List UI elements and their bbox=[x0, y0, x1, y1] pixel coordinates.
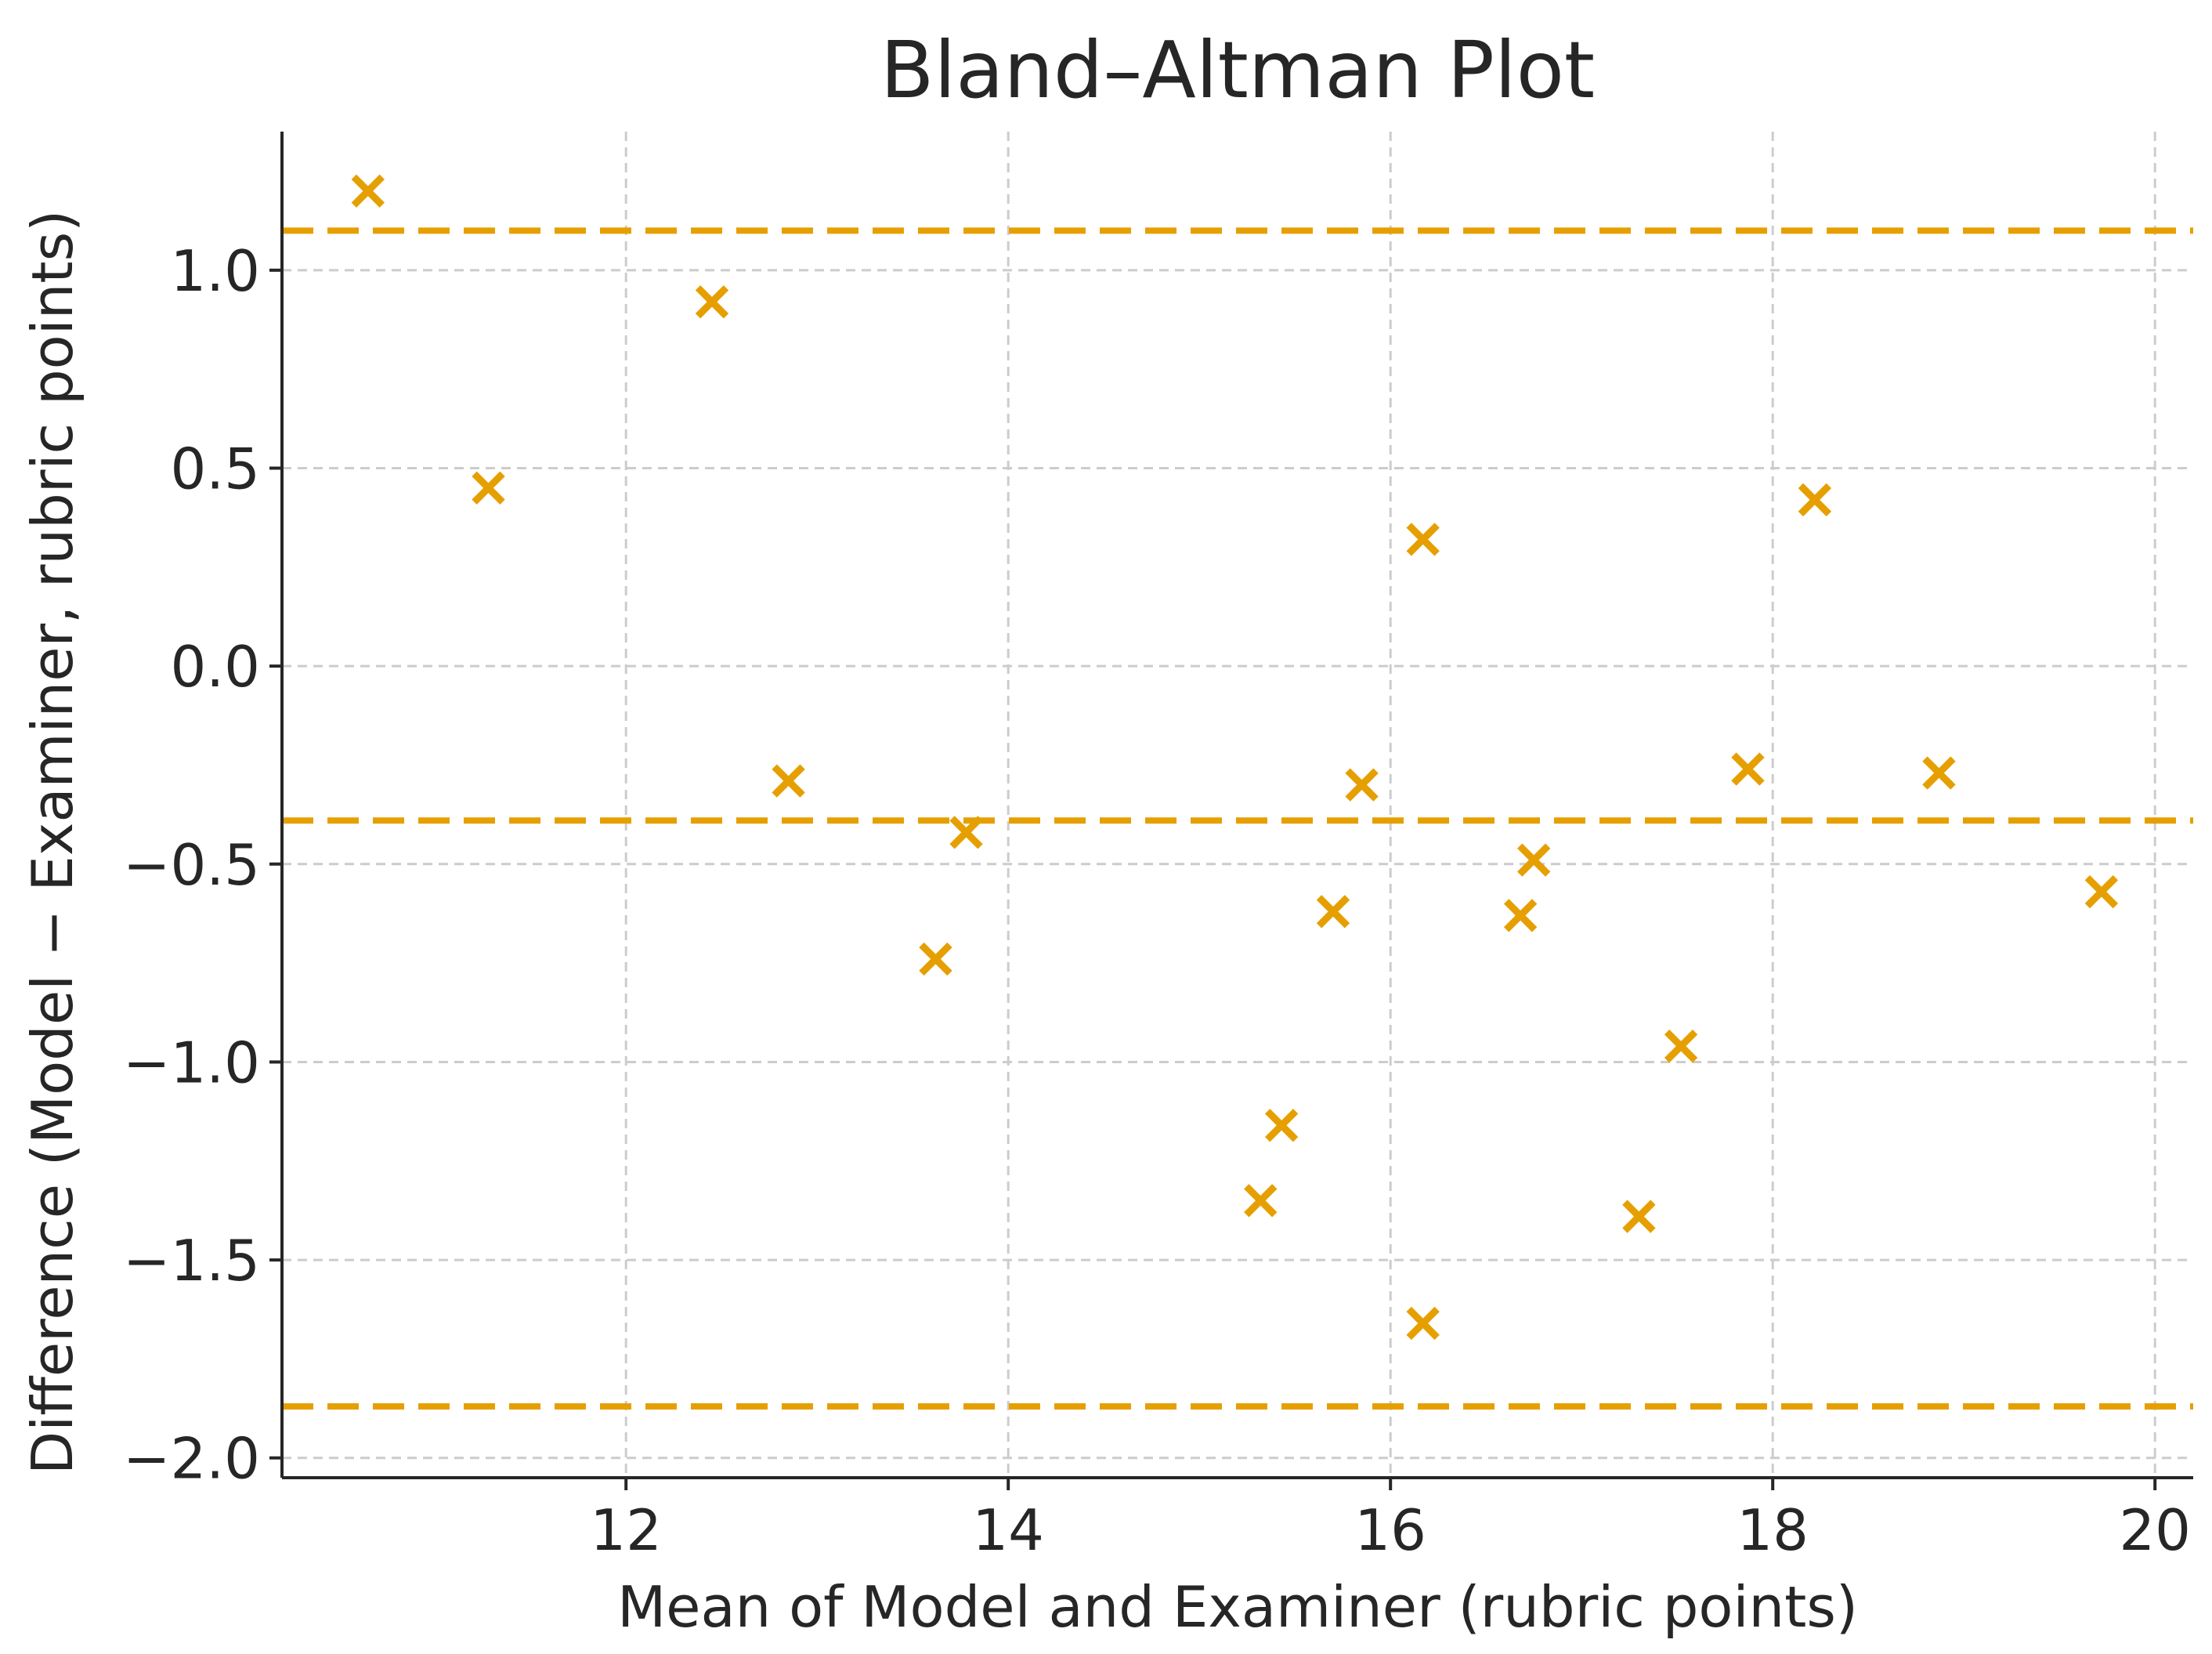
data-point bbox=[351, 174, 385, 208]
data-point bbox=[1264, 1109, 1299, 1142]
data-point bbox=[1922, 756, 1956, 790]
data-point bbox=[1345, 768, 1379, 802]
grid bbox=[282, 132, 2193, 1478]
data-point bbox=[695, 285, 729, 319]
x-axis-label: Mean of Model and Examiner (rubric point… bbox=[617, 1574, 1858, 1640]
x-tick-label: 12 bbox=[590, 1497, 662, 1563]
y-tick-label: 0.5 bbox=[170, 436, 260, 502]
y-tick-label: −0.5 bbox=[123, 832, 260, 898]
data-point bbox=[1798, 483, 1832, 517]
data-point bbox=[1503, 899, 1538, 932]
data-point bbox=[2084, 874, 2119, 909]
data-point bbox=[1406, 523, 1440, 556]
y-tick-label: 0.0 bbox=[170, 634, 260, 700]
data-point bbox=[772, 764, 805, 798]
data-point bbox=[1406, 1306, 1440, 1341]
data-point bbox=[1244, 1184, 1278, 1218]
x-axis-ticks: 12 14 16 18 20 bbox=[590, 1478, 2191, 1563]
y-tick-label: 1.0 bbox=[170, 238, 260, 304]
y-tick-label: −2.0 bbox=[123, 1426, 260, 1492]
y-axis-label: Difference (Model − Examiner, rubric poi… bbox=[20, 210, 85, 1475]
data-point bbox=[1622, 1200, 1656, 1233]
data-point bbox=[1731, 752, 1765, 786]
reference-lines bbox=[282, 227, 2193, 1410]
data-point bbox=[919, 942, 952, 976]
data-point bbox=[949, 816, 983, 849]
x-tick-label: 14 bbox=[972, 1497, 1044, 1563]
y-tick-label: −1.0 bbox=[123, 1030, 260, 1095]
data-points bbox=[351, 174, 2119, 1341]
x-tick-label: 20 bbox=[2119, 1497, 2191, 1563]
data-point bbox=[1664, 1030, 1698, 1063]
data-point bbox=[1316, 895, 1350, 928]
x-tick-label: 16 bbox=[1354, 1497, 1426, 1563]
x-tick-label: 18 bbox=[1737, 1497, 1809, 1563]
y-axis-ticks: 1.0 0.5 0.0 −0.5 −1.0 −1.5 −2.0 bbox=[123, 238, 282, 1492]
data-point bbox=[1517, 843, 1551, 877]
data-point bbox=[472, 471, 505, 505]
y-tick-label: −1.5 bbox=[123, 1228, 260, 1294]
chart-title: Bland–Altman Plot bbox=[880, 24, 1595, 116]
